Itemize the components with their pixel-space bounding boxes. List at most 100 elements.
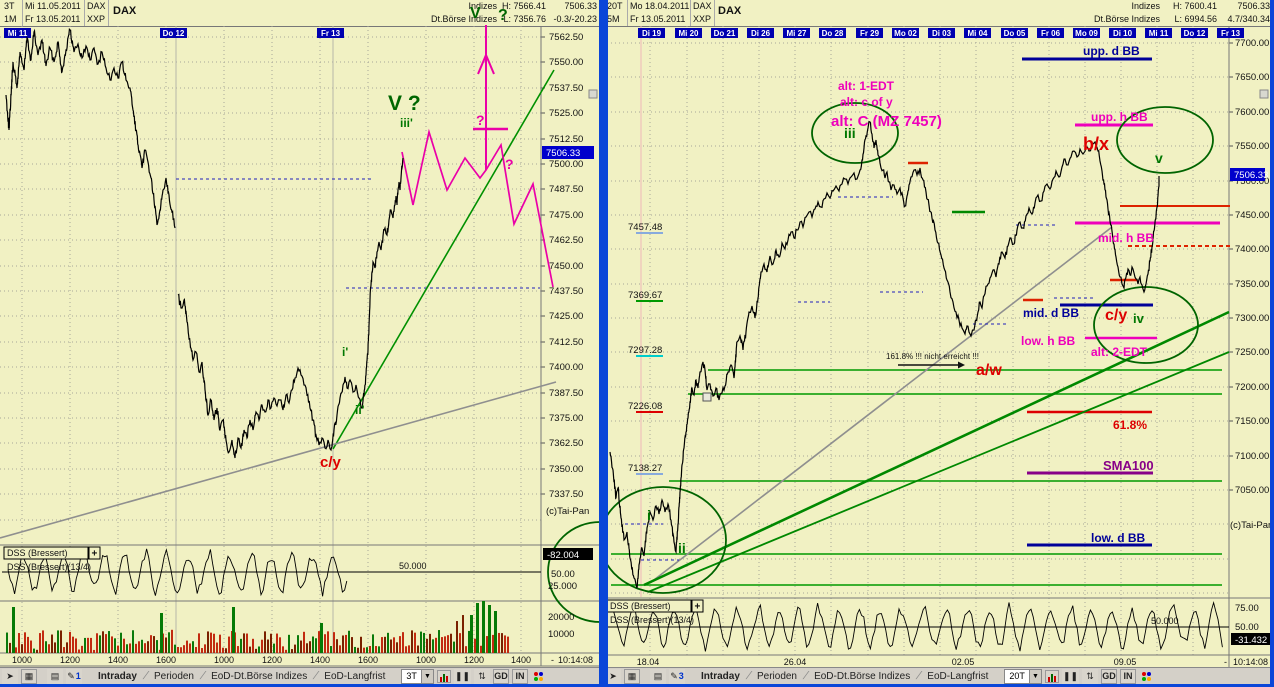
- copyright-label: (c)Tai-Pan: [1230, 520, 1273, 531]
- date-chip-label: Mi 11: [8, 29, 28, 38]
- date-chip: [819, 28, 846, 38]
- y-axis-tick: 7650.00: [1235, 72, 1269, 83]
- pointer-icon[interactable]: ➤: [2, 668, 18, 684]
- y-axis-tick: 7462.50: [549, 235, 583, 246]
- annotation-text: upp. h BB: [1091, 110, 1148, 124]
- annotation-text: alt: 2-EDT: [1091, 345, 1148, 359]
- chart-type-icon[interactable]: [436, 669, 451, 683]
- y-axis-tick: 7425.00: [549, 311, 583, 322]
- tab-perioden[interactable]: Perioden: [153, 670, 194, 682]
- in-button[interactable]: IN: [1120, 668, 1137, 684]
- price-level-label: 7138.27: [628, 463, 662, 474]
- low-value: L: 6994.56: [1174, 14, 1217, 24]
- clover-icon[interactable]: [534, 671, 544, 681]
- date-chip: [160, 28, 187, 38]
- y-axis-tick: 7600.00: [1235, 107, 1269, 118]
- date-chip: [928, 28, 955, 38]
- low-value: L: 7356.76: [503, 14, 546, 24]
- tab-perioden[interactable]: Perioden: [756, 670, 797, 682]
- y-axis-tick: 7362.50: [549, 438, 583, 449]
- dss-label-box[interactable]: [606, 599, 692, 613]
- compare-icon[interactable]: ❚❚: [453, 668, 472, 684]
- grid-icon[interactable]: ▦: [624, 668, 640, 684]
- timeframe-dropdown[interactable]: 20T ▼: [1004, 668, 1042, 684]
- dss-value: -82.004: [547, 550, 579, 561]
- tab-intraday[interactable]: Intraday: [701, 670, 740, 682]
- y-axis-tick: 7537.50: [549, 83, 583, 94]
- pencil-icon[interactable]: ✎ 3: [669, 668, 685, 684]
- copyright-label: (c)Tai-Pan: [546, 506, 589, 517]
- date-chip-label: Mo 09: [1075, 29, 1098, 38]
- gd-button[interactable]: GD: [1101, 668, 1118, 684]
- y-axis-tick: 7550.00: [549, 57, 583, 68]
- chart-window-right: 20T 5M Mo 18.04.2011 Fr 13.05.2011 DAX X…: [603, 0, 1274, 687]
- sort-icon[interactable]: ⇅: [1082, 668, 1099, 684]
- drag-handle[interactable]: [702, 392, 712, 402]
- date-chip: [1217, 28, 1244, 38]
- notes-icon[interactable]: ▤: [650, 668, 666, 684]
- annotation-text: low. d BB: [1091, 531, 1146, 545]
- chevron-down-icon[interactable]: ▼: [1028, 669, 1041, 683]
- sort-icon[interactable]: ⇅: [474, 668, 491, 684]
- expand-icon-glyph: +: [92, 549, 98, 560]
- expand-icon[interactable]: [88, 546, 101, 560]
- clover-icon[interactable]: [1142, 671, 1152, 681]
- tab-eod-indizes[interactable]: EoD-Dt.Börse Indizes: [814, 670, 911, 682]
- notes-icon[interactable]: ▤: [47, 668, 63, 684]
- date-chip-label: Do 28: [822, 29, 844, 38]
- last-price-chip-label: 7506.33: [1234, 170, 1268, 181]
- tab-intraday[interactable]: Intraday: [98, 670, 137, 682]
- tab-eod-langfrist[interactable]: EoD-Langfrist: [927, 670, 989, 682]
- axis-scroll-box[interactable]: [1259, 89, 1269, 99]
- date-chip-label: Do 21: [714, 29, 736, 38]
- annotation-line: [485, 54, 495, 75]
- y-axis-tick: 7150.00: [1235, 416, 1269, 427]
- window-divider[interactable]: [599, 0, 608, 687]
- tab-eod-indizes[interactable]: EoD-Dt.Börse Indizes: [211, 670, 308, 682]
- chevron-down-icon[interactable]: ▼: [420, 669, 433, 683]
- change-value: -0.3/-20.23: [553, 14, 597, 24]
- y-axis-tick: 7300.00: [1235, 313, 1269, 324]
- y-axis-tick: 7375.00: [549, 413, 583, 424]
- time-axis-tick: 26.04: [784, 657, 807, 667]
- chart-type-icon[interactable]: [1044, 669, 1059, 683]
- date-chip-label: Di 19: [642, 29, 662, 38]
- dss-oscillator: [612, 600, 1223, 652]
- expand-icon[interactable]: [691, 599, 704, 613]
- dss-axis-tick: 50.00: [551, 569, 575, 580]
- timeframe-dropdown[interactable]: 3T ▼: [401, 668, 434, 684]
- grid-icon[interactable]: ▦: [21, 668, 37, 684]
- pointer-icon[interactable]: ➤: [605, 668, 621, 684]
- period-label: 20T: [607, 1, 623, 11]
- index-group-label: Indizes: [468, 1, 497, 11]
- toolbar-right: ➤ ▦ ▤ ✎ 3 Intraday / Perioden / EoD-Dt.Börs…: [603, 667, 1274, 684]
- y-axis-tick: 7700.00: [1235, 38, 1269, 49]
- annotation-line: [332, 69, 555, 450]
- y-axis-tick: 7550.00: [1235, 141, 1269, 152]
- time-axis-tick: 1600: [358, 655, 378, 665]
- dss-value: -31.432: [1235, 635, 1267, 646]
- tab-eod-langfrist[interactable]: EoD-Langfrist: [324, 670, 386, 682]
- index-group-label: Dt.Börse Indizes: [1093, 14, 1160, 24]
- dss-label-box[interactable]: [3, 546, 89, 560]
- in-button[interactable]: IN: [512, 668, 529, 684]
- pencil-icon[interactable]: ✎ 1: [66, 668, 82, 684]
- time-axis-tick: 1400: [511, 655, 531, 665]
- date-chip: [892, 28, 919, 38]
- window-border-bottom: [0, 684, 1274, 687]
- index-group-label: Indizes: [1131, 1, 1160, 11]
- compare-icon[interactable]: ❚❚: [1061, 668, 1080, 684]
- date-chip-label: Di 26: [751, 29, 771, 38]
- chart-title: DAX: [113, 5, 137, 17]
- annotation-text: c/y: [1105, 307, 1127, 324]
- price-level-label: 7369.67: [628, 290, 662, 301]
- annotation-text: iii': [400, 116, 413, 130]
- gd-button[interactable]: GD: [493, 668, 510, 684]
- axis-scroll-box[interactable]: [588, 89, 598, 99]
- date-chip: [964, 28, 991, 38]
- time-axis-tick: 1400: [108, 655, 128, 665]
- date-chip-label: Mi 20: [678, 29, 699, 38]
- dss-axis-tick: 50.00: [1235, 622, 1259, 633]
- wave-circle: [603, 486, 727, 594]
- toolbar-left: ➤ ▦ ▤ ✎ 1 Intraday / Perioden / EoD-Dt.Börs…: [0, 667, 603, 684]
